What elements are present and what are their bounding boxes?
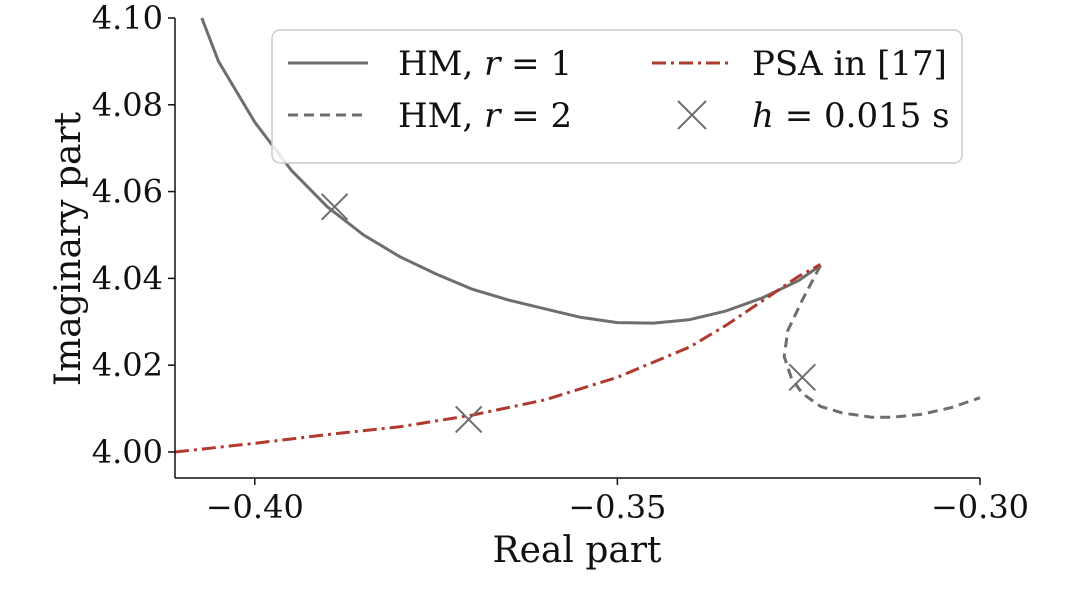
legend-label: PSA in [17] (752, 44, 947, 84)
x-axis-label: Real part (492, 530, 662, 571)
x-tick-label: −0.30 (931, 488, 1029, 526)
legend-entry-1: HM, r = 1 (288, 44, 572, 84)
series-line-1 (200, 17, 822, 325)
y-tick-label: 4.08 (92, 86, 163, 124)
x-tick-label: −0.40 (206, 488, 304, 526)
legend-box (271, 29, 963, 164)
axes-layer: 4.00 4.02 4.04 4.06 4.08 4.10 −0.40 −0.35 −0.30 (92, 0, 1029, 526)
series-layer (174, 17, 981, 454)
series-line-3 (174, 263, 822, 454)
legend-label: h = 0.015 s (752, 96, 950, 136)
y-axis-label: Imaginary part (48, 111, 89, 386)
series-line-2 (782, 264, 981, 419)
legend-label: HM, r = 1 (398, 44, 572, 84)
y-tick-label: 4.02 (92, 346, 163, 384)
legend-entry-3: PSA in [17] (652, 44, 947, 84)
marker-point-2 (455, 405, 483, 434)
legend: HM, r = 1 HM, r = 2 PSA in [17] h = 0.015 s (271, 29, 963, 164)
legend-marker-x-icon (677, 100, 707, 130)
marker-layer (320, 193, 817, 434)
legend-entry-2: HM, r = 2 (288, 96, 572, 136)
y-tick-label: 4.04 (92, 259, 163, 297)
y-tick-label: 4.00 (92, 433, 163, 471)
x-tick-label: −0.35 (568, 488, 666, 526)
marker-point-1 (320, 193, 349, 221)
y-tick-label: 4.10 (92, 0, 163, 37)
legend-label: HM, r = 2 (398, 96, 572, 136)
marker-point-3 (788, 363, 817, 392)
legend-entry-4: h = 0.015 s (677, 96, 950, 136)
y-tick-label: 4.06 (92, 173, 163, 211)
